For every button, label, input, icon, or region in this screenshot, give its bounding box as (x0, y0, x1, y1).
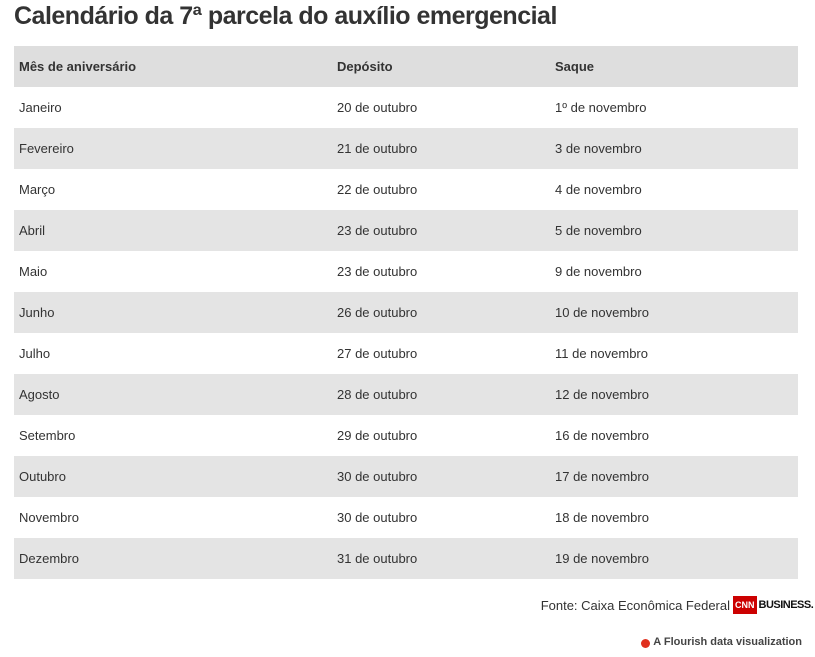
title: Calendário da 7ª parcela do auxílio emer… (14, 2, 557, 30)
table-cell: Agosto (19, 387, 60, 402)
logo-business: BUSINESS. (758, 599, 814, 611)
table-cell: 31 de outubro (337, 551, 418, 566)
header-row: Mês de aniversário Depósito Saque (14, 46, 798, 87)
table-cell: 4 de novembro (555, 182, 642, 197)
table-cell: 3 de novembro (555, 141, 642, 156)
table-cell: Fevereiro (19, 141, 74, 156)
table-cell: Dezembro (19, 551, 79, 566)
table-cell: 26 de outubro (337, 305, 418, 320)
table-cell: Maio (19, 264, 48, 279)
table-cell: 11 de novembro (555, 346, 648, 361)
header-cell: Mês de aniversário (19, 59, 137, 74)
table-cell: Janeiro (19, 100, 62, 115)
table-cell: 10 de novembro (555, 305, 649, 320)
table-cell: 9 de novembro (555, 264, 642, 279)
table-cell: 16 de novembro (555, 428, 649, 443)
table-cell: 21 de outubro (337, 141, 418, 156)
table-row: Abril 23 de outubro 5 de novembro (14, 210, 798, 251)
header-cell: Depósito (337, 59, 393, 74)
table-cell: Setembro (19, 428, 76, 443)
table-cell: 28 de outubro (337, 387, 418, 402)
flourish-icon (641, 639, 650, 648)
table-row: Julho 27 de outubro 11 de novembro (14, 333, 798, 374)
table-cell: Março (19, 182, 56, 197)
table-row: Novembro 30 de outubro 18 de novembro (14, 497, 798, 538)
table-cell: Outubro (19, 469, 66, 484)
header-cell: Saque (555, 59, 595, 74)
table-cell: 27 de outubro (337, 346, 418, 361)
table-cell: 19 de novembro (555, 551, 649, 566)
table-cell: 5 de novembro (555, 223, 642, 238)
table-row: Junho 26 de outubro 10 de novembro (14, 292, 798, 333)
table-cell: 29 de outubro (337, 428, 418, 443)
table-row: Dezembro 31 de outubro 19 de novembro (14, 538, 798, 579)
table: Mês de aniversário Depósito Saque Janeiro 20… (14, 46, 798, 579)
table-cell: 12 de novembro (555, 387, 649, 402)
table-row: Fevereiro 21 de outubro 3 de novembro (14, 128, 798, 169)
table-cell: Abril (19, 223, 46, 238)
table-row: Outubro 30 de outubro 17 de novembro (14, 456, 798, 497)
table-cell: Junho (19, 305, 55, 320)
table-cell: 30 de outubro (337, 469, 418, 484)
table-cell: 22 de outubro (337, 182, 418, 197)
table-cell: 18 de novembro (555, 510, 649, 525)
table-cell: 20 de outubro (337, 100, 418, 115)
table-cell: Julho (19, 346, 51, 361)
table-cell: 23 de outubro (337, 223, 418, 238)
table-cell: 23 de outubro (337, 264, 418, 279)
table-cell: 17 de novembro (555, 469, 649, 484)
source: Fonte: Caixa Econômica Federal (540, 598, 730, 613)
table-row: Agosto 28 de outubro 12 de novembro (14, 374, 798, 415)
table-cell: Novembro (19, 510, 79, 525)
table-row: Setembro 29 de outubro 16 de novembro (14, 415, 798, 456)
table-cell: 30 de outubro (337, 510, 418, 525)
table-row: Janeiro 20 de outubro 1º de novembro (14, 87, 798, 128)
table-row: Maio 23 de outubro 9 de novembro (14, 251, 798, 292)
credit[interactable]: A Flourish data visualization (653, 636, 802, 648)
logo: CNN BUSINESS. (733, 594, 814, 616)
table-cell: 1º de novembro (555, 100, 647, 115)
logo-cnn: CNN (733, 596, 757, 614)
table-row: Março 22 de outubro 4 de novembro (14, 169, 798, 210)
